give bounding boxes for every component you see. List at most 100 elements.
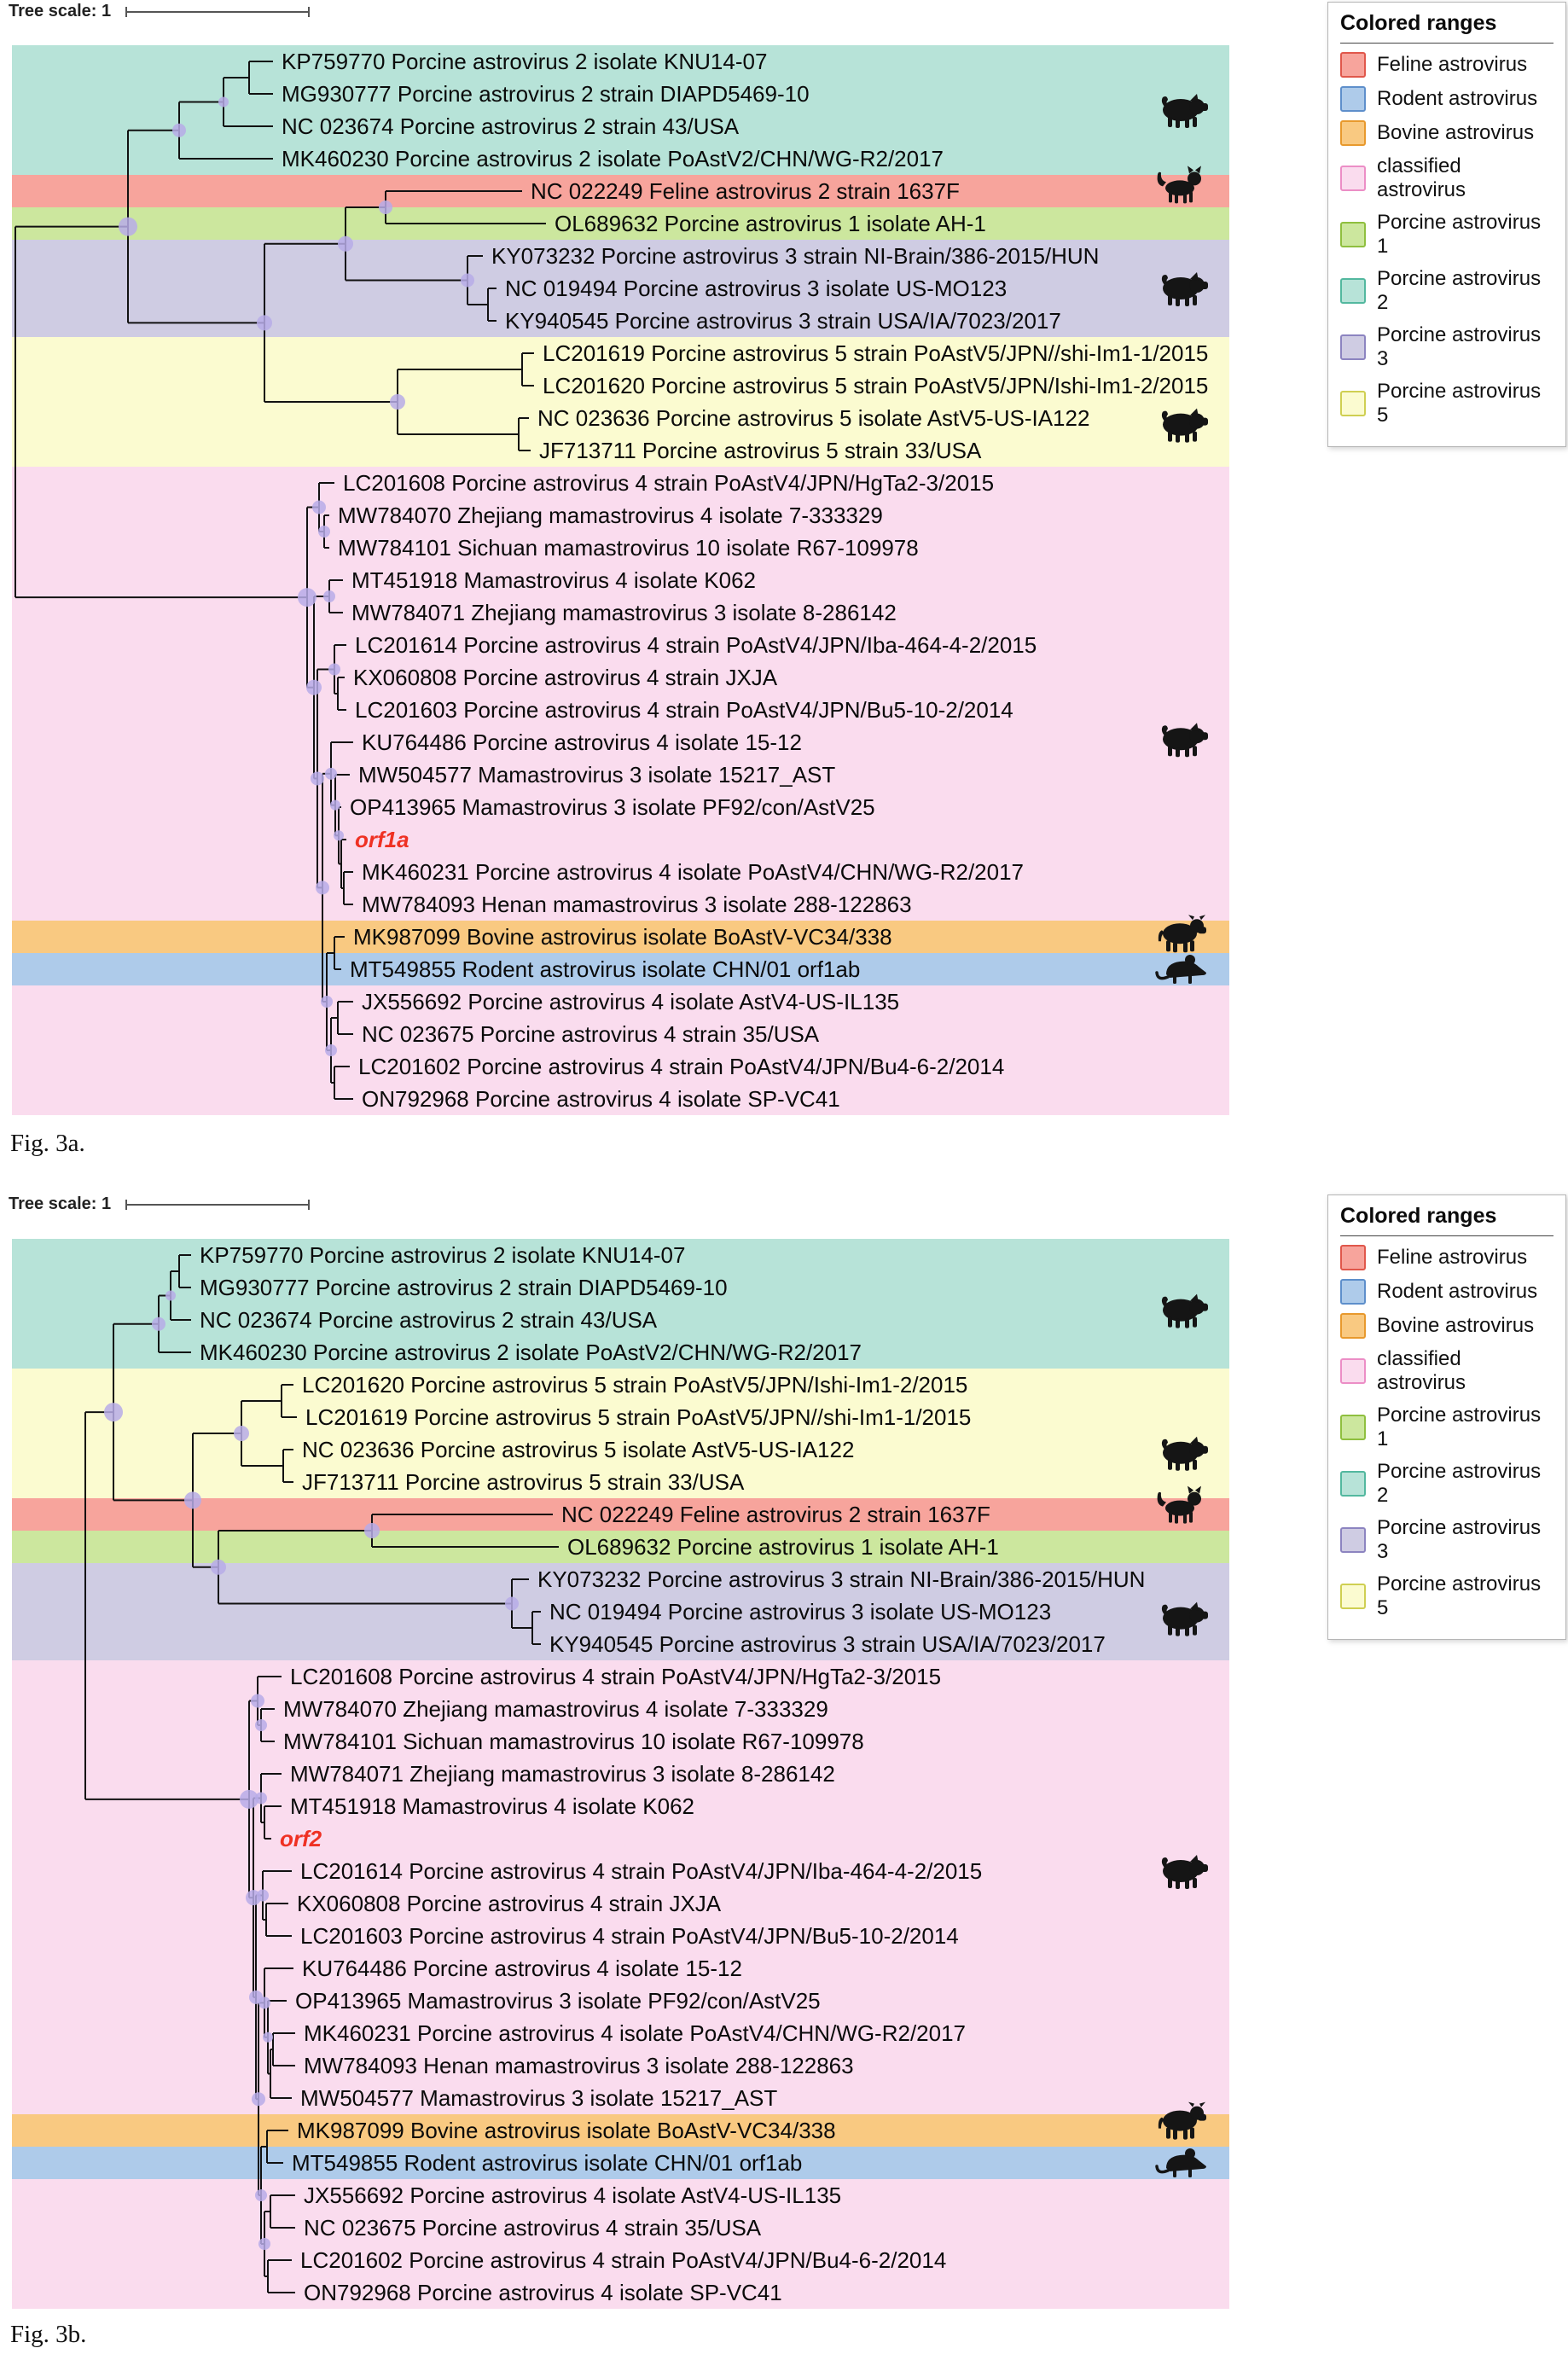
range-band-porcine3 xyxy=(12,1563,1229,1660)
taxon-label: MK460231 Porcine astrovirus 4 isolate Po… xyxy=(304,2020,966,2046)
node-support-dot xyxy=(211,1559,226,1575)
taxon-label: KX060808 Porcine astrovirus 4 strain JXJ… xyxy=(297,1891,722,1916)
taxon-label: MW504577 Mamastrovirus 3 isolate 15217_A… xyxy=(358,762,835,788)
node-support-dot xyxy=(218,96,229,108)
taxon-label: MT451918 Mamastrovirus 4 isolate K062 xyxy=(351,567,756,593)
figure-caption-3a: Fig. 3a. xyxy=(10,1130,85,1157)
taxon-label: JX556692 Porcine astrovirus 4 isolate As… xyxy=(304,2183,841,2208)
range-band-porcine5 xyxy=(12,337,1229,467)
legend-item-label: Porcine astrovirus 1 xyxy=(1377,1404,1542,1450)
legend-color-swatch xyxy=(1340,1279,1366,1305)
taxon-label: NC 023675 Porcine astrovirus 4 strain 35… xyxy=(362,1021,820,1047)
node-support-dot xyxy=(311,771,324,786)
node-support-dot xyxy=(172,123,186,137)
taxon-label: KY940545 Porcine astrovirus 3 strain USA… xyxy=(505,308,1061,334)
node-support-dot xyxy=(251,1694,264,1708)
taxon-label: LC201619 Porcine astrovirus 5 strain PoA… xyxy=(305,1404,971,1430)
legend-item-label: Bovine astrovirus xyxy=(1377,1314,1535,1337)
node-dots xyxy=(104,1290,519,2250)
taxon-label: LC201608 Porcine astrovirus 4 strain PoA… xyxy=(290,1664,941,1689)
node-support-dot xyxy=(390,394,405,410)
taxon-label: LC201614 Porcine astrovirus 4 strain PoA… xyxy=(355,632,1037,658)
taxon-label: KY073232 Porcine astrovirus 3 strain NI-… xyxy=(491,243,1099,269)
taxon-label: NC 023674 Porcine astrovirus 2 strain 43… xyxy=(282,113,740,139)
legend-color-swatch xyxy=(1340,1415,1366,1440)
node-support-dot xyxy=(321,996,333,1008)
taxon-labels: KP759770 Porcine astrovirus 2 isolate KN… xyxy=(282,49,1208,1112)
range-band-rodent xyxy=(12,953,1229,985)
taxon-label: MW784071 Zhejiang mamastrovirus 3 isolat… xyxy=(351,600,897,625)
node-support-dot xyxy=(240,1789,258,1809)
legend-3b: Colored ranges Feline astrovirus Rodent a… xyxy=(1327,1194,1566,1640)
legend-color-swatch xyxy=(1340,334,1366,360)
taxon-label: LC201614 Porcine astrovirus 4 strain PoA… xyxy=(300,1858,982,1884)
legend-item-classified: classified astrovirus xyxy=(1340,154,1553,202)
range-band-bovine xyxy=(12,921,1229,953)
node-support-dot xyxy=(255,1719,267,1731)
node-support-dot xyxy=(334,830,344,841)
taxon-label: MG930777 Porcine astrovirus 2 strain DIA… xyxy=(282,81,810,107)
legend-item-label: Porcine astrovirus 3 xyxy=(1377,1516,1542,1563)
legend-color-swatch xyxy=(1340,391,1366,416)
legend-color-swatch xyxy=(1340,222,1366,247)
legend-color-swatch xyxy=(1340,52,1366,78)
taxon-label: MW784093 Henan mamastrovirus 3 isolate 2… xyxy=(362,892,912,917)
legend-color-swatch xyxy=(1340,86,1366,112)
range-band-bovine xyxy=(12,2114,1229,2147)
node-support-dot xyxy=(325,767,337,780)
legend-color-swatch xyxy=(1340,1471,1366,1497)
node-support-dot xyxy=(252,2092,265,2107)
taxon-labels: KP759770 Porcine astrovirus 2 isolate KN… xyxy=(200,1242,1145,2305)
legend-item-porcine2: Porcine astrovirus 2 xyxy=(1340,1460,1553,1508)
taxon-label: MW784101 Sichuan mamastrovirus 10 isolat… xyxy=(338,535,919,561)
taxon-label: NC 023636 Porcine astrovirus 5 isolate A… xyxy=(537,405,1089,431)
legend-item-label: Bovine astrovirus xyxy=(1377,121,1535,144)
range-band-classified xyxy=(12,1660,1229,2114)
taxon-label: LC201608 Porcine astrovirus 4 strain PoA… xyxy=(343,470,994,496)
node-support-dot xyxy=(323,590,335,602)
legend-items: Feline astrovirus Rodent astrovirus Bovine… xyxy=(1340,1245,1553,1620)
node-support-dot xyxy=(316,881,329,895)
legend-item-feline: Feline astrovirus xyxy=(1340,1245,1553,1270)
taxon-label: MW784071 Zhejiang mamastrovirus 3 isolat… xyxy=(290,1761,835,1787)
taxon-label: MW784101 Sichuan mamastrovirus 10 isolat… xyxy=(283,1729,864,1754)
taxon-label: LC201620 Porcine astrovirus 5 strain PoA… xyxy=(543,373,1208,398)
node-support-dot xyxy=(166,1290,176,1301)
node-support-dot xyxy=(246,1890,261,1906)
taxon-label: KU764486 Porcine astrovirus 4 isolate 15… xyxy=(302,1956,742,1981)
legend-color-swatch xyxy=(1340,120,1366,146)
node-support-dot xyxy=(257,315,272,331)
node-support-dot xyxy=(184,1491,201,1509)
node-support-dot xyxy=(461,273,474,288)
taxon-label: MK460230 Porcine astrovirus 2 isolate Po… xyxy=(200,1340,862,1365)
node-support-dot xyxy=(330,799,340,811)
legend-item-rodent: Rodent astrovirus xyxy=(1340,86,1553,112)
taxon-label: OP413965 Mamastrovirus 3 isolate PF92/co… xyxy=(350,794,875,820)
node-support-dot xyxy=(152,1316,166,1331)
taxon-label: KU764486 Porcine astrovirus 4 isolate 15… xyxy=(362,729,802,755)
highlight-taxon-label: orf2 xyxy=(280,1826,322,1851)
node-support-dot xyxy=(298,588,317,607)
node-support-dot xyxy=(328,663,340,676)
phylogenetic-tree-3a: KP759770 Porcine astrovirus 2 isolate KN… xyxy=(12,45,1229,1115)
taxon-label: OP413965 Mamastrovirus 3 isolate PF92/co… xyxy=(295,1988,821,2014)
legend-item-label: Rodent astrovirus xyxy=(1377,87,1538,110)
taxon-label: LC201620 Porcine astrovirus 5 strain PoA… xyxy=(302,1372,967,1398)
figure-caption-3b: Fig. 3b. xyxy=(10,2321,87,2348)
legend-item-porcine5: Porcine astrovirus 5 xyxy=(1340,380,1553,427)
taxon-label: JX556692 Porcine astrovirus 4 isolate As… xyxy=(362,989,899,1014)
taxon-label: OL689632 Porcine astrovirus 1 isolate AH… xyxy=(555,211,986,236)
legend-title: Colored ranges xyxy=(1340,11,1553,44)
taxon-label: KY940545 Porcine astrovirus 3 strain USA… xyxy=(549,1631,1106,1657)
node-support-dot xyxy=(364,1523,380,1538)
legend-item-bovine: Bovine astrovirus xyxy=(1340,1313,1553,1339)
taxon-label: KY073232 Porcine astrovirus 3 strain NI-… xyxy=(537,1566,1145,1592)
legend-item-label: Porcine astrovirus 3 xyxy=(1377,323,1542,370)
node-support-dot xyxy=(379,201,392,214)
legend-item-bovine: Bovine astrovirus xyxy=(1340,120,1553,146)
scale-bar xyxy=(125,1199,311,1210)
taxon-label: OL689632 Porcine astrovirus 1 isolate AH… xyxy=(567,1534,999,1560)
node-support-dot xyxy=(306,679,322,695)
legend-color-swatch xyxy=(1340,1358,1366,1384)
